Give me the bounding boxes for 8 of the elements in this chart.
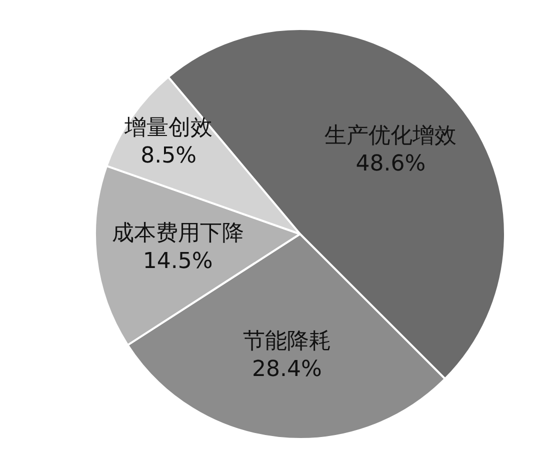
slice-label: 增量创效 [124, 116, 213, 141]
slice-label: 节能降耗 [242, 329, 331, 354]
data-label: 28.4% [252, 357, 322, 382]
slice-label: 生产优化增效 [324, 124, 457, 149]
slice-label: 成本费用下降 [112, 221, 244, 246]
data-label: 14.5% [142, 249, 213, 274]
data-label: 8.5% [140, 144, 196, 169]
data-label: 48.6% [356, 152, 426, 177]
